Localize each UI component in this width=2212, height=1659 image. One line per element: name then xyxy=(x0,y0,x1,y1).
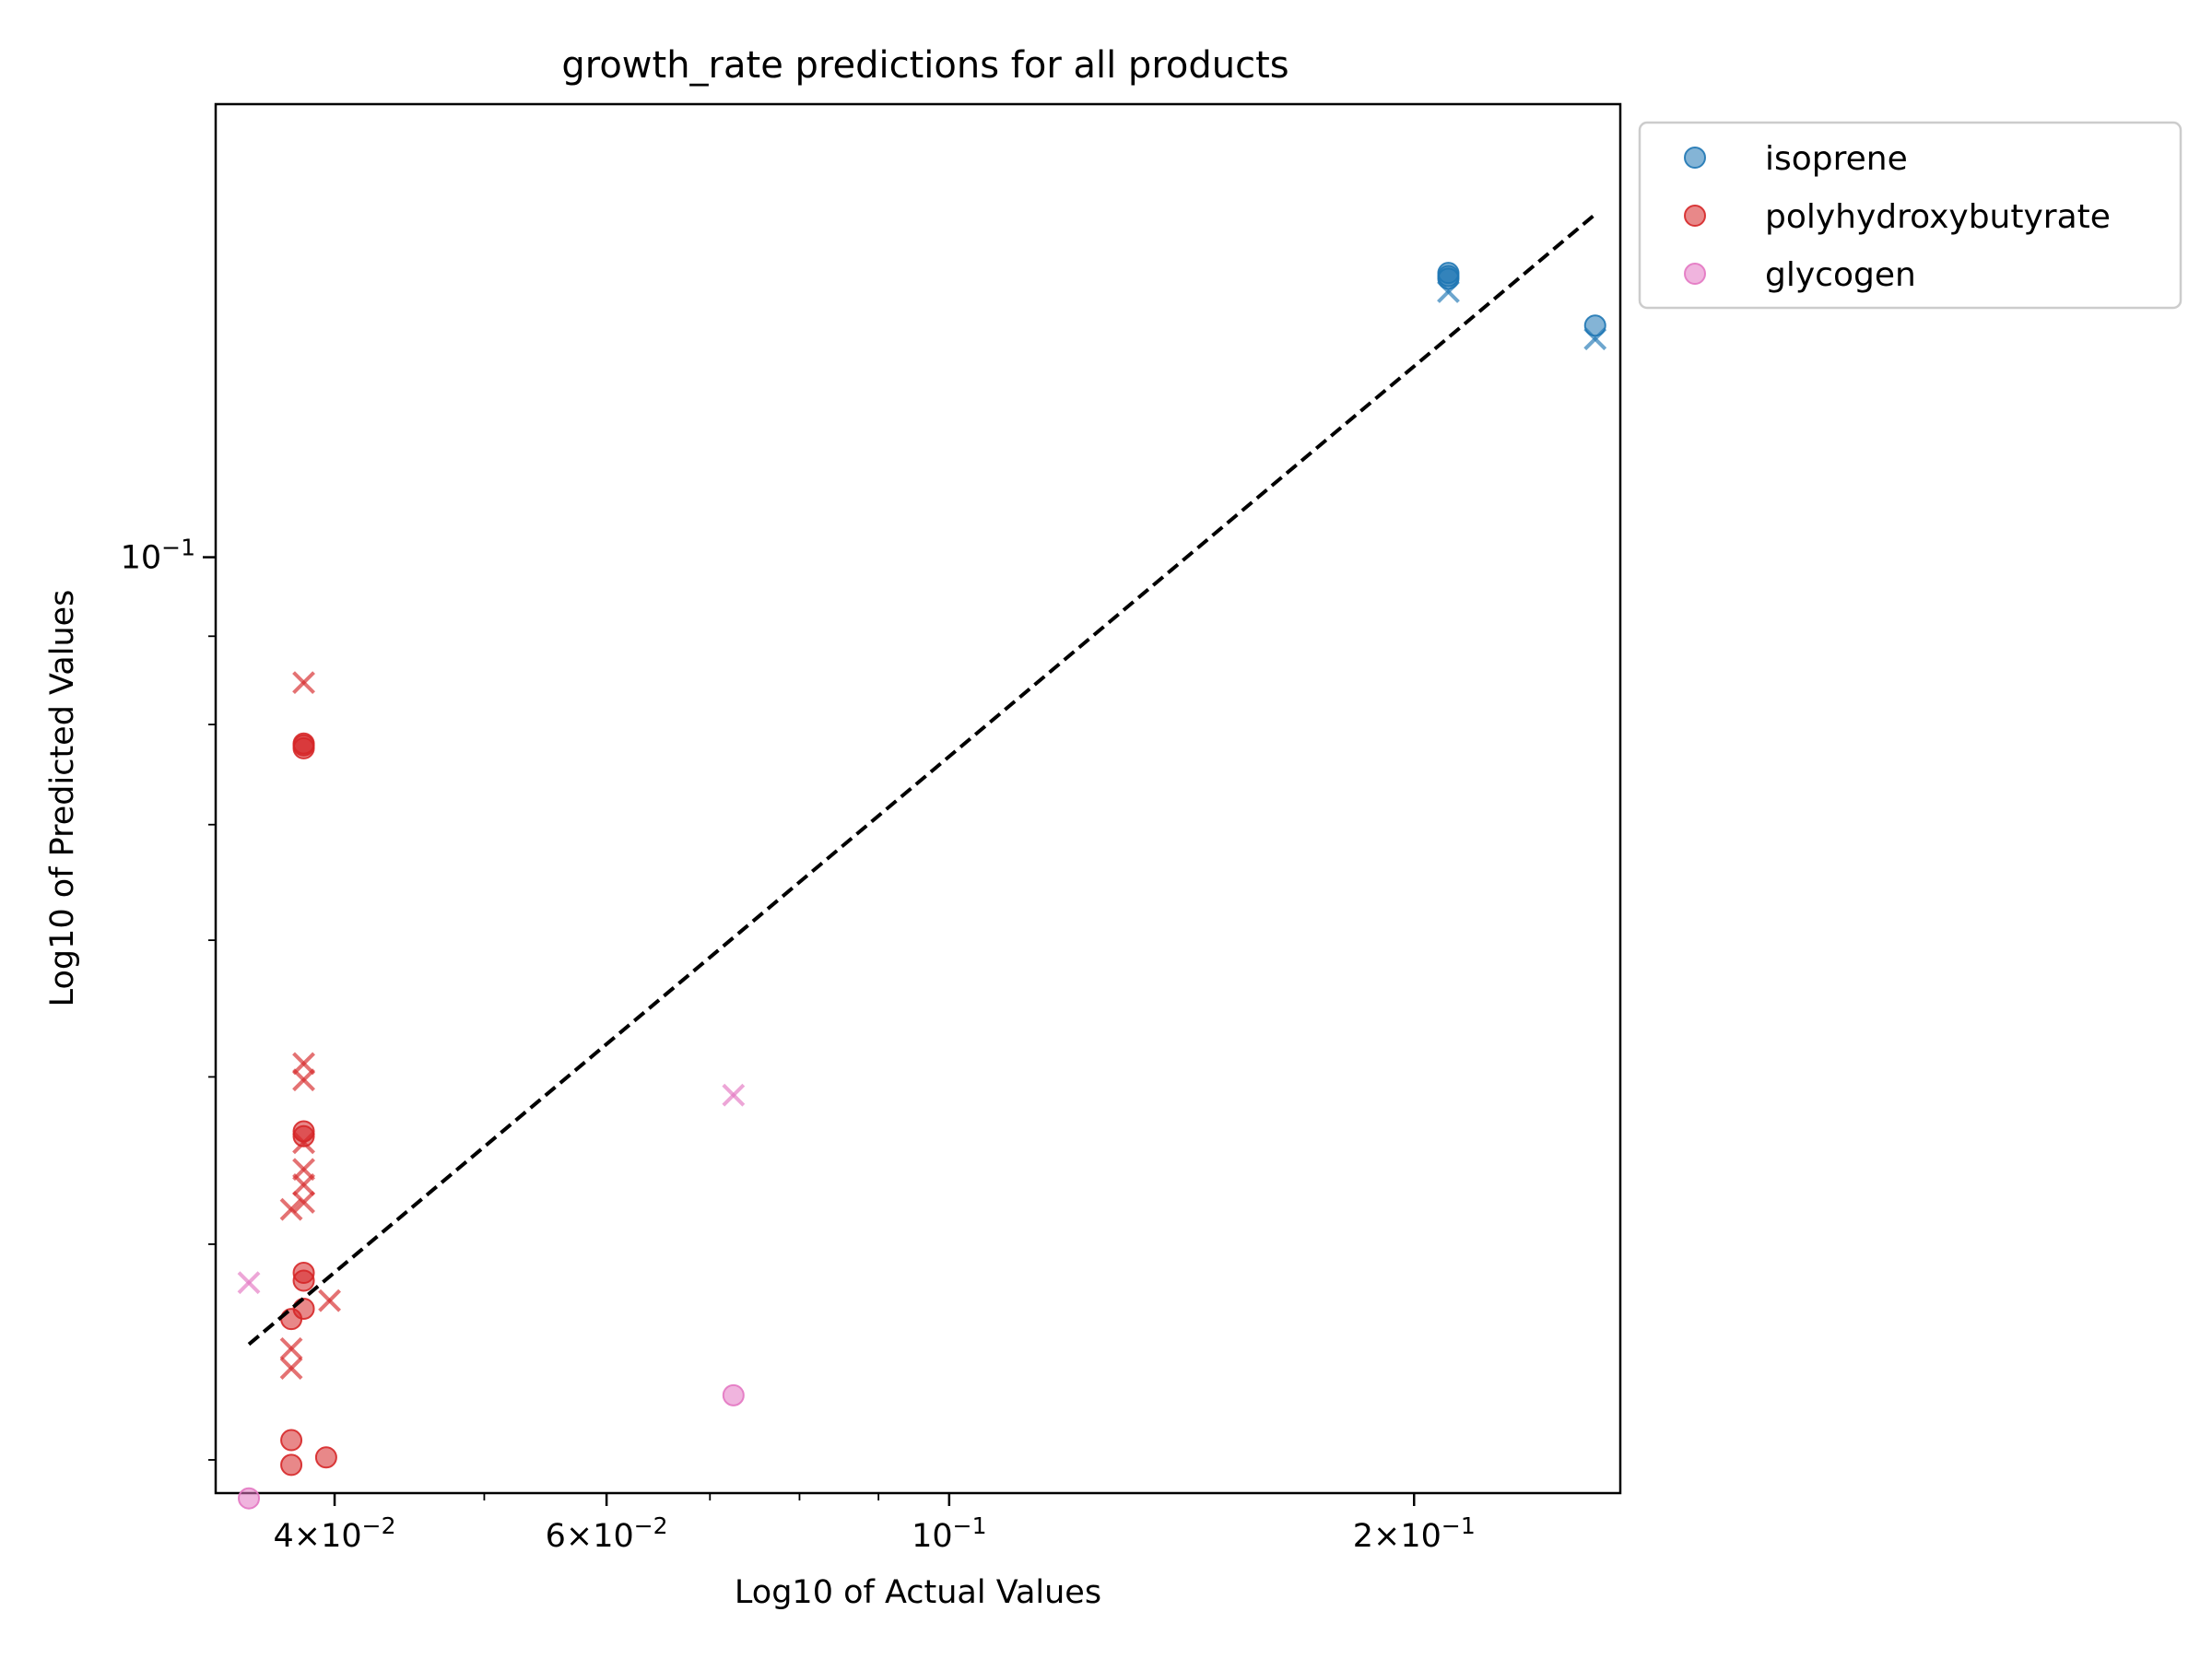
x-tick-label-exponent: −2 xyxy=(362,1512,396,1539)
polyhydroxybutyrate-x-point xyxy=(292,1191,315,1214)
x-tick-label-base: 6×10 xyxy=(546,1518,634,1555)
glycogen-x-point xyxy=(237,1271,261,1295)
polyhydroxybutyrate-x-point xyxy=(292,1173,315,1196)
polyhydroxybutyrate-circle-point xyxy=(280,1308,303,1331)
legend-label-isoprene: isoprene xyxy=(1765,140,1908,178)
polyhydroxybutyrate-x-point xyxy=(292,671,315,695)
x-tick-label-exponent: −1 xyxy=(1441,1512,1476,1539)
y-tick-label-base: 10 xyxy=(121,540,162,577)
polyhydroxybutyrate-circle-point xyxy=(280,1429,303,1452)
isoprene-circle-point xyxy=(1583,314,1606,337)
glycogen-circle-point xyxy=(238,1487,261,1510)
isoprene-x-point xyxy=(1583,327,1607,351)
reference-line-group xyxy=(247,212,1597,1347)
x-axis-ticks: 4×10−2 6×10−2 10−1 2×10−1 xyxy=(274,1493,1476,1555)
x-tick-label-exponent: −1 xyxy=(953,1512,987,1539)
chart-title: growth_rate predictions for all products xyxy=(561,44,1288,87)
polyhydroxybutyrate-circle-point xyxy=(280,1453,303,1477)
polyhydroxybutyrate-x-point xyxy=(318,1288,341,1312)
polyhydroxybutyrate-x-point xyxy=(292,1131,315,1155)
polyhydroxybutyrate-circle-point xyxy=(292,1269,315,1292)
legend: isoprene polyhydroxybutyrate glycogen xyxy=(1638,121,2183,310)
plot-area-frame xyxy=(214,102,1622,1495)
x-tick-label-base: 10 xyxy=(912,1518,953,1555)
x-tick-label-base: 4×10 xyxy=(274,1518,362,1555)
x-tick-label-exponent: −2 xyxy=(634,1512,668,1539)
x-tick-label-base: 2×10 xyxy=(1353,1518,1441,1555)
polyhydroxybutyrate-circle-point xyxy=(292,732,315,755)
isoprene-x-point xyxy=(1437,280,1460,303)
polyhydroxybutyrate-x-point xyxy=(292,1068,315,1092)
x-axis-label: Log10 of Actual Values xyxy=(735,1574,1101,1611)
legend-marker-glycogen xyxy=(1684,263,1706,285)
y-axis-ticks: 10−1 xyxy=(121,535,216,1461)
polyhydroxybutyrate-circle-point xyxy=(292,1124,315,1147)
polyhydroxybutyrate-x-point xyxy=(292,1052,315,1076)
legend-marker-polyhydroxybutyrate xyxy=(1684,205,1706,227)
reference-line xyxy=(247,212,1597,1347)
legend-label-glycogen: glycogen xyxy=(1765,256,1916,294)
x-tick-label: 10−1 xyxy=(912,1512,986,1555)
polyhydroxybutyrate-x-point xyxy=(279,1336,303,1360)
legend-marker-isoprene xyxy=(1684,147,1706,169)
legend-label-polyhydroxybutyrate: polyhydroxybutyrate xyxy=(1765,198,2111,236)
legend-frame xyxy=(1638,121,2183,310)
y-tick-label: 10−1 xyxy=(121,535,195,577)
polyhydroxybutyrate-x-point xyxy=(279,1357,303,1380)
polyhydroxybutyrate-circle-point xyxy=(314,1446,337,1469)
data-markers xyxy=(237,262,1607,1510)
x-tick-label: 6×10−2 xyxy=(546,1512,668,1555)
glycogen-x-point xyxy=(722,1083,746,1107)
y-tick-label-exponent: −1 xyxy=(161,535,195,561)
x-tick-label: 4×10−2 xyxy=(274,1512,396,1555)
y-axis-label: Log10 of Predicted Values xyxy=(44,590,81,1007)
polyhydroxybutyrate-x-point xyxy=(279,1197,303,1221)
glycogen-circle-point xyxy=(722,1383,745,1406)
isoprene-circle-point xyxy=(1437,267,1460,290)
x-tick-label: 2×10−1 xyxy=(1353,1512,1476,1555)
